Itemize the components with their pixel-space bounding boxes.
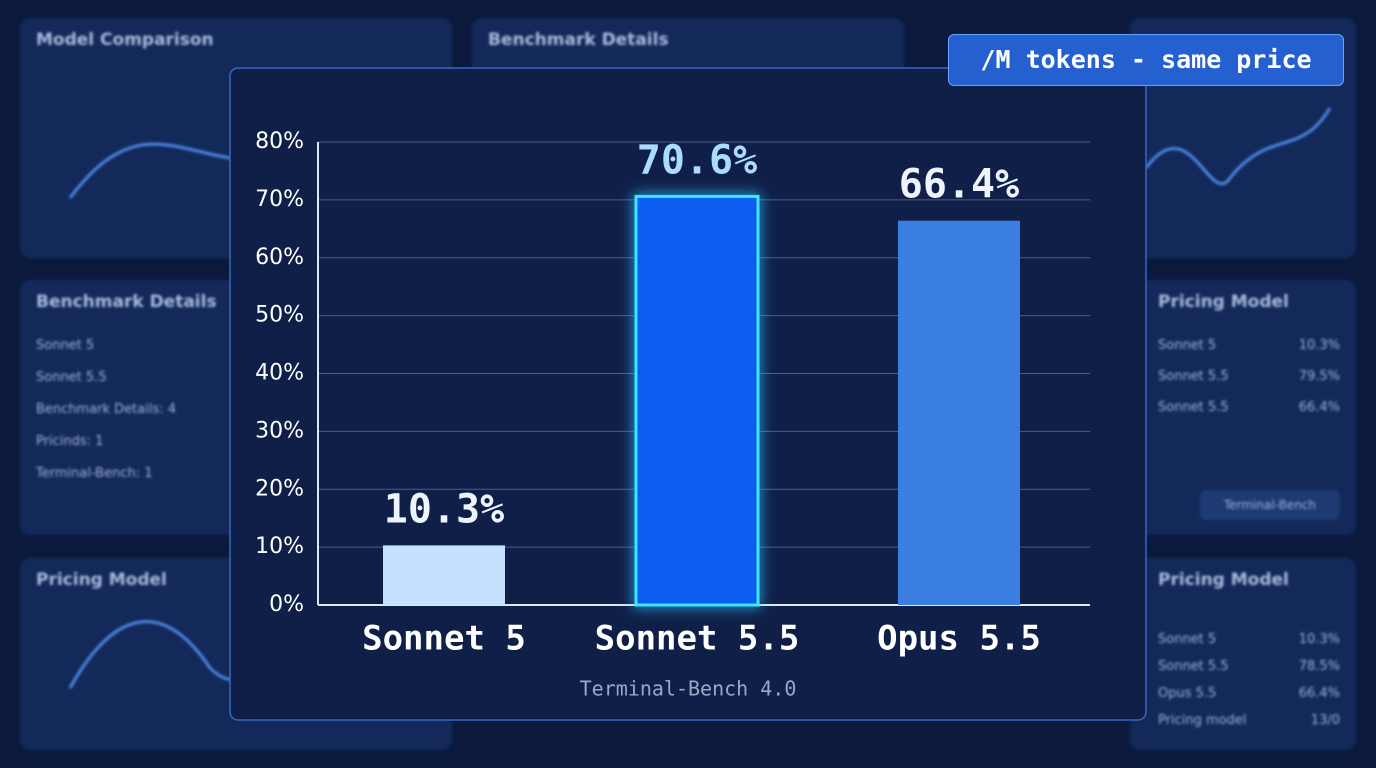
row-label: Pricinds: 1 [36,434,104,449]
panel-title: Model Comparison [36,30,214,50]
x-axis-label: Terminal-Bench 4.0 [580,677,797,701]
row-value: 79.5% [1298,369,1340,384]
y-tick-label: 30% [255,418,304,443]
row-label: Sonnet 5 [36,338,95,353]
bg-row: Sonnet 5 10.3% [1158,632,1340,647]
panel-title: Benchmark Details [488,30,669,50]
row-label: Sonnet 5.5 [1158,369,1229,384]
row-value: 10.3% [1298,338,1340,353]
bg-row: Sonnet 5.5 79.5% [1158,369,1340,384]
panel-title: Pricing Model [1158,292,1289,312]
bg-row: Benchmark Details: 4 [36,402,244,417]
bg-button[interactable]: Terminal-Bench [1200,490,1340,520]
panel-title: Pricing Model [36,570,167,590]
x-tick-label: Sonnet 5.5 [595,619,800,659]
bar [898,220,1020,605]
row-label: Sonnet 5.5 [1158,659,1229,674]
bg-row: Opus 5.5 66.4% [1158,686,1340,701]
row-label: Sonnet 5.5 [36,370,107,385]
bar [383,545,505,605]
bg-chart [1144,107,1332,186]
x-tick-label: Opus 5.5 [877,619,1041,659]
row-value: 66.4% [1298,686,1340,701]
y-tick-label: 60% [255,245,304,270]
panel-title: Benchmark Details [36,292,217,312]
bg-panel: Pricing Model Sonnet 5 10.3% Sonnet 5.5 79… [1130,280,1356,535]
row-value: 13/0 [1310,713,1340,728]
row-label: Sonnet 5.5 [1158,400,1229,415]
row-label: Benchmark Details: 4 [36,402,177,417]
bg-row: Sonnet 5 10.3% [1158,338,1340,353]
bg-row: Sonnet 5 [36,338,244,353]
value-label: 10.3% [384,486,504,532]
y-tick-label: 20% [255,476,304,501]
bg-row: Pricinds: 1 [36,434,244,449]
bg-panel: Pricing Model Sonnet 5 10.3% Sonnet 5.5 78… [1130,558,1356,750]
panel-title: Pricing Model [1158,570,1289,590]
y-tick-label: 50% [255,303,304,328]
y-tick-label: 0% [269,592,304,617]
row-value: 10.3% [1298,632,1340,647]
bg-line [1144,107,1332,186]
row-label: Sonnet 5 [1158,338,1217,353]
value-label: 66.4% [899,162,1019,208]
row-label: Terminal-Bench: 1 [36,466,153,481]
y-tick-label: 40% [255,361,304,386]
bg-row: Terminal-Bench: 1 [36,466,244,481]
bg-row: Sonnet 5.5 [36,370,244,385]
bg-row: Pricing model 13/0 [1158,713,1340,728]
row-label: Pricing model [1158,713,1247,728]
y-tick-label: 70% [255,187,304,212]
badge: /M tokens - same price [948,34,1344,86]
y-tick-label: 80% [255,129,304,154]
y-tick-label: 10% [255,534,304,559]
bg-row: Sonnet 5.5 78.5% [1158,659,1340,674]
bar [634,194,760,607]
row-label: Sonnet 5 [1158,632,1217,647]
bg-row: Sonnet 5.5 66.4% [1158,400,1340,415]
row-value: 66.4% [1298,400,1340,415]
x-tick-label: Sonnet 5 [362,619,526,659]
bg-panel: Benchmark Details Sonnet 5 Sonnet 5.5 Be… [20,280,260,535]
value-label: 70.6% [637,137,757,183]
row-label: Opus 5.5 [1158,686,1217,701]
row-value: 78.5% [1298,659,1340,674]
